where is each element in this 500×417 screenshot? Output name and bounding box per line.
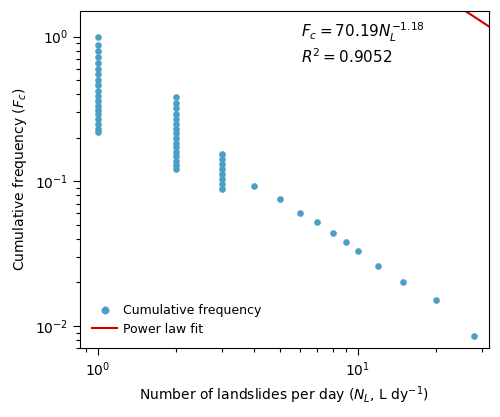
Cumulative frequency <box>94 48 102 55</box>
Cumulative frequency <box>172 94 180 101</box>
Cumulative frequency <box>172 157 180 164</box>
Cumulative frequency <box>94 33 102 40</box>
Cumulative frequency <box>218 176 226 182</box>
Cumulative frequency <box>400 279 407 286</box>
Power law fit <box>486 24 492 29</box>
Text: $F_c = 70.19N_L^{-1.18}$
$R^2 = 0.9052$: $F_c = 70.19N_L^{-1.18}$ $R^2 = 0.9052$ <box>300 21 424 66</box>
Cumulative frequency <box>94 54 102 60</box>
Cumulative frequency <box>94 65 102 72</box>
Cumulative frequency <box>94 128 102 135</box>
X-axis label: Number of landslides per day ($N_L$, L dy$^{-1}$): Number of landslides per day ($N_L$, L d… <box>140 384 429 406</box>
Cumulative frequency <box>296 210 304 217</box>
Cumulative frequency <box>172 144 180 151</box>
Cumulative frequency <box>354 248 362 254</box>
Cumulative frequency <box>314 219 322 226</box>
Cumulative frequency <box>250 183 258 190</box>
Cumulative frequency <box>342 239 350 245</box>
Cumulative frequency <box>374 263 382 269</box>
Power law fit <box>447 0 453 3</box>
Cumulative frequency <box>218 185 226 192</box>
Cumulative frequency <box>172 126 180 132</box>
Cumulative frequency <box>276 196 283 203</box>
Cumulative frequency <box>432 297 440 304</box>
Cumulative frequency <box>94 77 102 83</box>
Cumulative frequency <box>94 126 102 132</box>
Cumulative frequency <box>172 116 180 122</box>
Cumulative frequency <box>218 161 226 167</box>
Cumulative frequency <box>94 71 102 78</box>
Cumulative frequency <box>172 134 180 141</box>
Y-axis label: Cumulative frequency ($F_c$): Cumulative frequency ($F_c$) <box>11 88 29 271</box>
Cumulative frequency <box>94 103 102 110</box>
Cumulative frequency <box>470 333 478 339</box>
Cumulative frequency <box>172 148 180 155</box>
Cumulative frequency <box>172 105 180 111</box>
Cumulative frequency <box>94 59 102 66</box>
Cumulative frequency <box>94 98 102 104</box>
Legend: Cumulative frequency, Power law fit: Cumulative frequency, Power law fit <box>86 297 268 342</box>
Cumulative frequency <box>172 111 180 118</box>
Cumulative frequency <box>172 99 180 106</box>
Cumulative frequency <box>172 121 180 127</box>
Cumulative frequency <box>218 151 226 157</box>
Cumulative frequency <box>218 171 226 178</box>
Cumulative frequency <box>94 82 102 89</box>
Cumulative frequency <box>172 153 180 160</box>
Cumulative frequency <box>218 166 226 172</box>
Cumulative frequency <box>172 161 180 168</box>
Cumulative frequency <box>172 166 180 173</box>
Cumulative frequency <box>94 121 102 127</box>
Cumulative frequency <box>172 130 180 136</box>
Line: Power law fit: Power law fit <box>76 0 489 26</box>
Cumulative frequency <box>94 93 102 99</box>
Cumulative frequency <box>94 107 102 113</box>
Cumulative frequency <box>94 88 102 94</box>
Cumulative frequency <box>328 229 336 236</box>
Cumulative frequency <box>94 116 102 122</box>
Cumulative frequency <box>218 156 226 162</box>
Cumulative frequency <box>94 41 102 48</box>
Cumulative frequency <box>172 139 180 146</box>
Cumulative frequency <box>218 181 226 187</box>
Cumulative frequency <box>94 111 102 118</box>
